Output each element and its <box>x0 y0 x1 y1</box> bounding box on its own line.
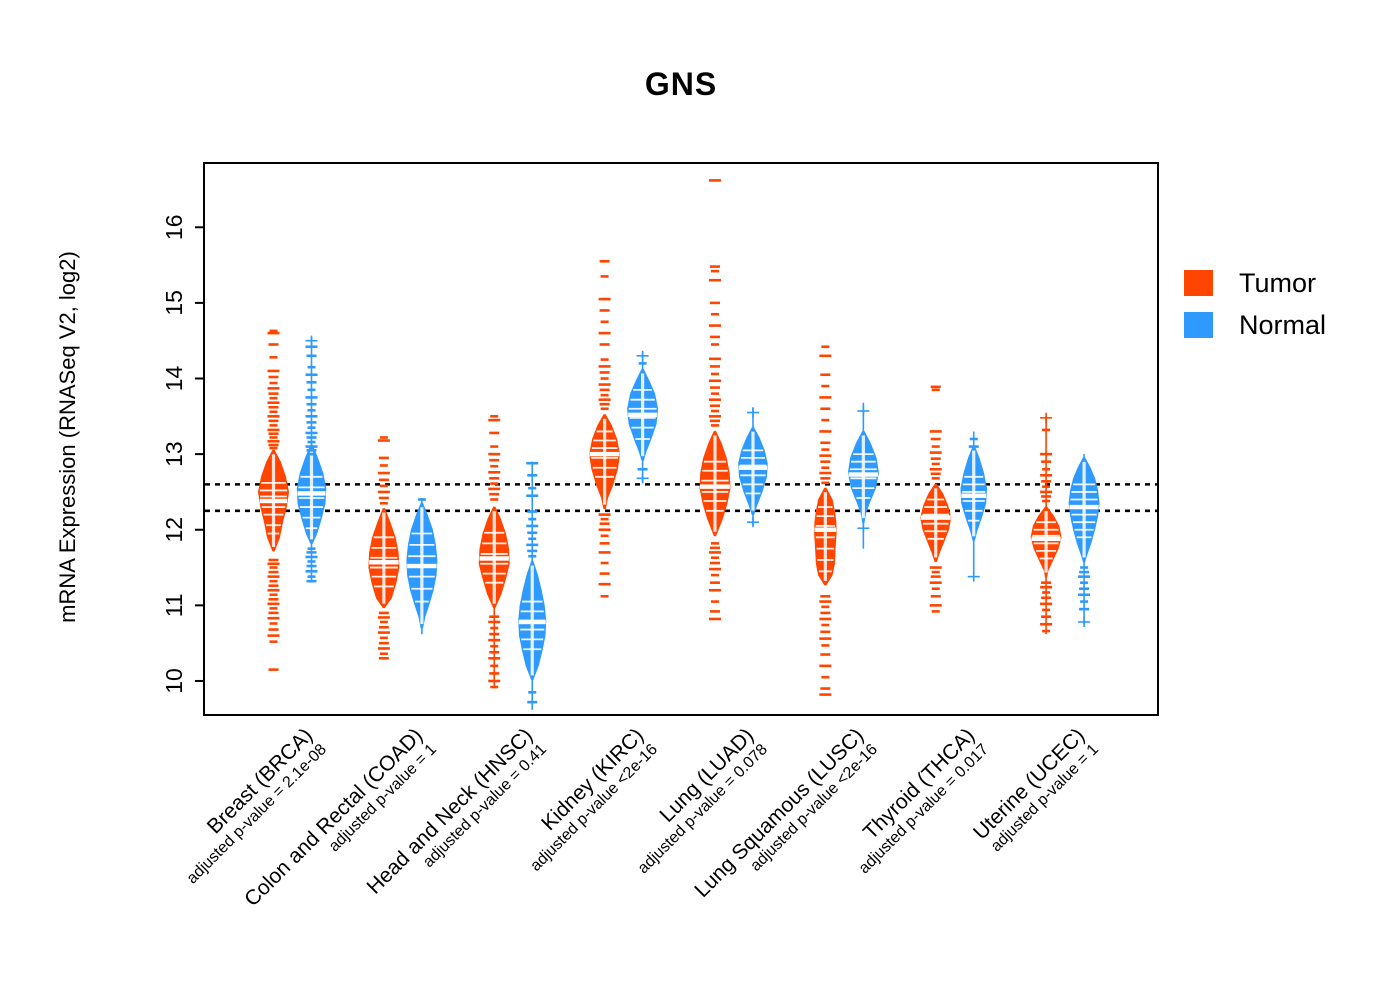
y-tick-label: 11 <box>161 593 187 617</box>
plot-box <box>203 162 1159 716</box>
y-tick-label: 15 <box>161 290 187 316</box>
violin-normal-5 <box>847 402 879 549</box>
violin-tumor-1 <box>368 436 400 660</box>
y-tick-label: 12 <box>161 517 187 543</box>
violin-tumor-0 <box>257 329 290 671</box>
violin-normal-4 <box>738 407 768 528</box>
y-tick-label: 10 <box>161 668 187 694</box>
legend-label-normal: Normal <box>1239 309 1327 340</box>
violin-normal-1 <box>406 497 438 635</box>
violin-tumor-6 <box>920 385 952 613</box>
normal-color-swatch <box>1184 312 1213 338</box>
violin-tumor-7 <box>1030 412 1062 635</box>
violin-normal-6 <box>960 431 988 582</box>
legend: Tumor Normal <box>1184 262 1326 346</box>
y-tick-label: 13 <box>161 441 187 467</box>
legend-label-tumor: Tumor <box>1239 267 1317 298</box>
legend-item-normal: Normal <box>1184 304 1326 346</box>
violin-normal-3 <box>627 350 659 484</box>
violin-tumor-2 <box>478 415 510 689</box>
violin-normal-2 <box>518 461 547 710</box>
y-tick-label: 16 <box>161 214 187 240</box>
violin-tumor-4 <box>699 179 731 621</box>
violin-tumor-5 <box>814 345 837 696</box>
violin-normal-0 <box>296 335 327 583</box>
y-tick-label: 14 <box>161 366 187 392</box>
legend-item-tumor: Tumor <box>1184 262 1326 304</box>
tumor-color-swatch <box>1184 270 1213 296</box>
violin-normal-7 <box>1068 454 1100 627</box>
chart-title: GNS <box>644 66 718 102</box>
violin-tumor-3 <box>589 260 621 598</box>
